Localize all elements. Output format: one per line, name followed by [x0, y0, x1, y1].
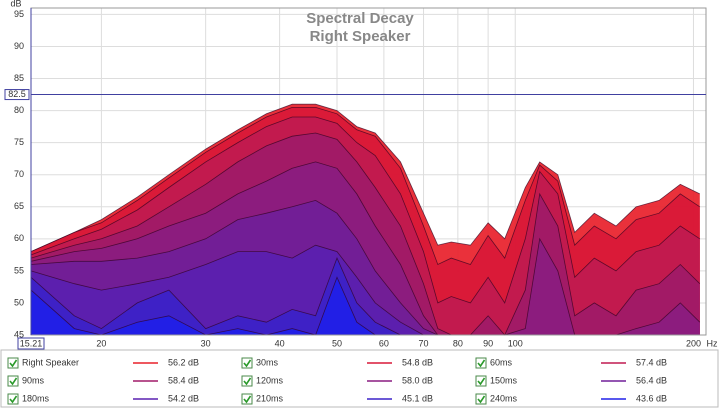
legend-box [0, 349, 719, 408]
x-tick-label: 80 [453, 338, 463, 348]
legend-label: 240ms [490, 393, 518, 403]
legend-label: Right Speaker [22, 357, 79, 367]
legend-label: 150ms [490, 375, 518, 385]
y-tick-label: 80 [14, 105, 24, 115]
legend-check [477, 377, 486, 386]
decay-area [31, 245, 700, 335]
legend-readout: 54.2 dB [168, 393, 199, 403]
y-tick-label: 65 [14, 201, 24, 211]
cursor-box-x [17, 337, 45, 350]
x-tick-label: 20 [96, 338, 106, 348]
legend-checkbox[interactable] [475, 357, 487, 369]
y-unit: dB [10, 0, 21, 8]
x-tick-label: 40 [275, 338, 285, 348]
y-tick-label: 45 [14, 329, 24, 339]
legend-check [243, 359, 252, 368]
legend-readout: 56.2 dB [168, 357, 199, 367]
legend-checkbox[interactable] [7, 393, 19, 405]
chart-title: Spectral Decay [306, 10, 414, 27]
legend-checkbox[interactable] [475, 375, 487, 387]
legend-label: 30ms [256, 357, 279, 367]
y-tick-label: 90 [14, 41, 24, 51]
legend-label: 90ms [22, 375, 45, 385]
decay-line [30, 116, 701, 304]
x-tick-label: 200 [686, 338, 701, 348]
cursor-box-y [4, 89, 30, 101]
legend-label: 210ms [256, 393, 284, 403]
legend-label: 120ms [256, 375, 284, 385]
legend-readout: 56.4 dB [636, 375, 667, 385]
decay-line [30, 107, 701, 266]
legend-check [9, 359, 18, 368]
decay-line [30, 103, 700, 252]
legend-check [477, 359, 486, 368]
legend-readout: 54.8 dB [402, 357, 433, 367]
legend-check [243, 377, 252, 386]
y-tick-label: 60 [14, 233, 24, 243]
legend-check [9, 377, 18, 386]
legend-checkbox[interactable] [241, 393, 253, 405]
legend-readout: 57.4 dB [636, 357, 667, 367]
legend-checkbox[interactable] [7, 357, 19, 369]
legend-check [9, 395, 18, 404]
legend-label: 180ms [22, 393, 50, 403]
y-tick-label: 50 [14, 297, 24, 307]
cursor-label-y: 82.5 [8, 89, 26, 99]
legend-check [243, 395, 252, 404]
x-tick-label: 60 [379, 338, 389, 348]
legend-label: 60ms [490, 357, 513, 367]
y-tick-label: 95 [14, 9, 24, 19]
legend-checkbox[interactable] [241, 375, 253, 387]
y-tick-label: 70 [14, 169, 24, 179]
decay-line [30, 132, 701, 336]
legend-readout: 58.0 dB [402, 375, 433, 385]
legend-checkbox[interactable] [241, 357, 253, 369]
x-tick-label: 90 [483, 338, 493, 348]
x-tick-label: 30 [201, 338, 211, 348]
x-tick-label: 70 [419, 338, 429, 348]
cursor-label-x: 15.21 [20, 338, 43, 348]
legend-checkbox[interactable] [7, 375, 19, 387]
legend-readout: 43.6 dB [636, 393, 667, 403]
legend-readout: 58.4 dB [168, 375, 199, 385]
y-tick-label: 75 [14, 137, 24, 147]
legend-check [477, 395, 486, 404]
y-tick-label: 55 [14, 265, 24, 275]
legend-checkbox[interactable] [475, 393, 487, 405]
x-tick-label: 50 [332, 338, 342, 348]
x-tick-label: 100 [508, 338, 523, 348]
x-unit: Hz [707, 338, 718, 348]
legend-readout: 45.1 dB [402, 393, 433, 403]
chart-subtitle: Right Speaker [310, 28, 411, 45]
y-tick-label: 85 [14, 73, 24, 83]
